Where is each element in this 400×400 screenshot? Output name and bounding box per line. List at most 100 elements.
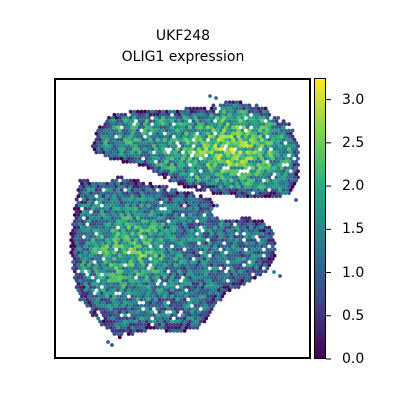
tissue-spot xyxy=(80,275,84,280)
tissue-spot xyxy=(184,119,189,123)
tissue-spot xyxy=(240,147,245,152)
tissue-spot xyxy=(193,216,198,221)
tissue-spot xyxy=(179,191,183,196)
tissue-spot xyxy=(285,188,290,192)
tissue-spot xyxy=(78,285,83,289)
tissue-spot xyxy=(184,257,189,261)
tissue-spot xyxy=(236,235,241,239)
tissue-spot xyxy=(182,303,187,308)
tissue-spot xyxy=(270,119,275,123)
tissue-spot xyxy=(184,231,189,236)
tissue-spot xyxy=(213,225,218,230)
tissue-spot xyxy=(292,150,297,155)
tissue-spot xyxy=(119,231,124,236)
tissue-spot xyxy=(125,222,129,227)
tissue-spot xyxy=(116,332,120,336)
tissue-spot xyxy=(161,291,165,296)
colorbar-tick-label: 2.5 xyxy=(342,134,365,151)
tissue-spot xyxy=(155,231,160,236)
tissue-spot xyxy=(220,119,225,123)
tissue-spot xyxy=(186,235,191,239)
tissue-spot xyxy=(236,178,241,183)
tissue-spot xyxy=(189,122,194,127)
tissue-spot xyxy=(103,260,108,264)
tissue-spot xyxy=(98,131,102,136)
tissue-spot xyxy=(143,222,147,227)
tissue-spot xyxy=(153,128,158,133)
tissue-spot xyxy=(119,282,124,286)
tissue-spot xyxy=(144,269,149,274)
tissue-spot xyxy=(245,163,250,167)
tissue-spot xyxy=(252,144,257,149)
tissue-spot xyxy=(209,219,214,224)
tissue-spot xyxy=(234,225,239,230)
tissue-spot xyxy=(189,247,194,252)
tissue-spot xyxy=(173,119,178,123)
tissue-spot xyxy=(134,200,138,205)
tissue-spot xyxy=(139,116,144,120)
tissue-spot xyxy=(256,225,261,230)
tissue-spot xyxy=(251,128,255,133)
tissue-spot xyxy=(240,141,245,145)
tissue-spot xyxy=(198,181,203,186)
tissue-spot xyxy=(260,137,264,142)
tissue-spot xyxy=(218,172,223,177)
tissue-spot xyxy=(78,184,83,189)
tissue-spot xyxy=(98,307,102,311)
tissue-spot xyxy=(173,137,178,142)
tissue-spot xyxy=(168,216,173,221)
tissue-spot xyxy=(89,241,93,246)
tissue-spot xyxy=(267,125,272,130)
tissue-spot xyxy=(260,169,264,174)
tissue-spot xyxy=(270,238,275,243)
tissue-spot xyxy=(85,303,90,308)
tissue-spot xyxy=(148,269,153,274)
tissue-spot xyxy=(211,191,216,196)
tissue-spot xyxy=(135,235,140,239)
tissue-spot xyxy=(114,253,119,258)
tissue-spot xyxy=(137,163,142,167)
tissue-spot xyxy=(231,238,236,243)
tissue-spot xyxy=(198,144,203,149)
tissue-spot xyxy=(207,184,212,189)
tissue-spot xyxy=(168,178,173,183)
tissue-spot xyxy=(153,247,158,252)
tissue-spot xyxy=(157,134,162,139)
tissue-spot xyxy=(96,316,101,321)
tissue-spot xyxy=(234,131,239,136)
tissue-spot xyxy=(251,116,255,120)
tissue-spot xyxy=(134,244,138,249)
tissue-spot xyxy=(175,166,180,170)
tissue-spot xyxy=(240,122,245,127)
tissue-spot xyxy=(130,213,135,217)
tissue-spot xyxy=(116,194,120,199)
tissue-spot xyxy=(180,231,185,236)
tissue-spot xyxy=(168,128,173,133)
tissue-spot xyxy=(256,156,261,161)
tissue-spot xyxy=(121,260,126,264)
tissue-spot xyxy=(141,213,146,217)
tissue-spot xyxy=(177,112,182,117)
tissue-spot xyxy=(234,257,239,261)
tissue-spot xyxy=(224,288,228,293)
tissue-spot xyxy=(153,116,158,120)
tissue-spot xyxy=(119,269,124,274)
tissue-spot xyxy=(225,178,230,183)
tissue-spot xyxy=(247,228,252,233)
tissue-spot xyxy=(139,228,144,233)
tissue-spot xyxy=(247,178,252,183)
tissue-spot xyxy=(175,297,180,302)
tissue-spot xyxy=(141,119,146,123)
tissue-spot xyxy=(144,307,149,311)
tissue-spot xyxy=(164,172,169,177)
tissue-spot xyxy=(108,231,113,236)
tissue-spot xyxy=(276,128,281,133)
tissue-spot xyxy=(240,272,245,277)
tissue-spot xyxy=(198,269,203,274)
tissue-spot xyxy=(269,141,273,145)
tissue-spot xyxy=(150,260,155,264)
tissue-spot xyxy=(107,316,111,321)
tissue-spot xyxy=(234,263,239,267)
tissue-spot xyxy=(114,197,119,202)
tissue-spot xyxy=(256,112,261,117)
